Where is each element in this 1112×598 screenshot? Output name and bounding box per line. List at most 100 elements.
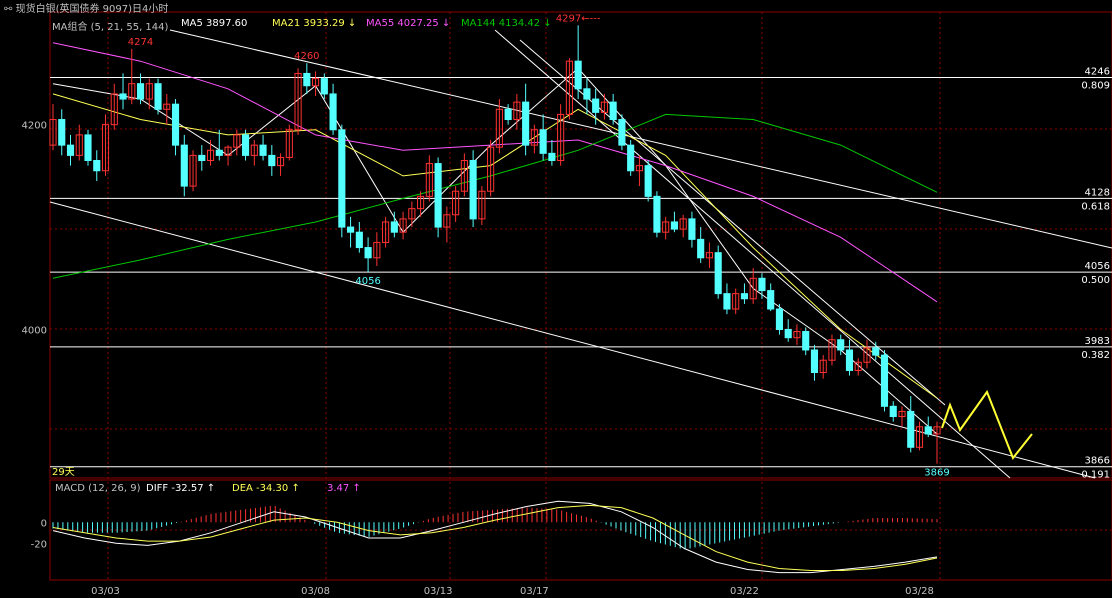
candle <box>320 73 328 100</box>
candle <box>697 227 705 263</box>
fib-ratio-label: 0.191 <box>1081 470 1110 481</box>
candle <box>206 140 215 166</box>
candle-body <box>539 129 547 154</box>
candle <box>732 288 740 315</box>
candle-body <box>723 293 731 310</box>
candle <box>224 145 232 166</box>
ma55-label: MA55 4027.25 ↓ <box>366 18 451 29</box>
candle-body <box>854 361 862 371</box>
candle <box>355 221 363 253</box>
candle-body <box>399 218 407 233</box>
candle-body <box>583 88 591 100</box>
candle <box>495 99 503 154</box>
candle <box>915 421 924 451</box>
candle-body <box>714 252 722 295</box>
candle-body <box>215 149 223 156</box>
candle-body <box>171 103 180 146</box>
candle <box>136 73 145 105</box>
candle-body <box>452 190 460 216</box>
candle-body <box>66 144 75 156</box>
candle-body <box>180 144 188 187</box>
candle <box>627 140 635 176</box>
candle-body <box>504 108 512 121</box>
candle <box>670 211 678 233</box>
candle-body <box>154 83 162 110</box>
macd-y-tick-label: 0 <box>41 518 47 529</box>
candle <box>565 58 573 120</box>
candle <box>399 211 407 240</box>
price-annotation: 4297←--- <box>556 13 601 24</box>
candle-body <box>434 163 442 228</box>
candle-body <box>592 98 600 113</box>
candle-body <box>924 426 932 435</box>
candle <box>390 211 398 238</box>
candle <box>215 129 223 161</box>
candle <box>810 344 819 381</box>
candle-body <box>863 347 871 363</box>
candle-body <box>880 354 889 407</box>
fib-ratio-label: 0.500 <box>1081 275 1110 286</box>
candle <box>688 211 696 248</box>
y-tick-labels: 4200 4000 <box>22 121 47 337</box>
candle-body <box>758 277 766 292</box>
candle-body <box>373 241 381 259</box>
candle <box>600 93 608 120</box>
candle-body <box>443 214 451 228</box>
candle <box>487 140 495 197</box>
fibonacci-levels: 4246 0.809 4128 0.618 4056 0.500 3983 0.382 3866… <box>50 67 1112 481</box>
candle-body <box>767 290 775 310</box>
candle-body <box>513 101 521 121</box>
candle-body <box>268 154 276 167</box>
candle <box>828 334 836 366</box>
candle-body <box>793 331 801 339</box>
x-tick-label: 03/03 <box>91 586 120 597</box>
candle-body <box>469 160 477 220</box>
candle-body <box>688 218 696 240</box>
ma-group-label: MA组合 (5, 21, 55, 144) <box>52 22 169 33</box>
candle-body <box>128 83 136 100</box>
fib-price-label: 4246 <box>1085 67 1110 78</box>
ma21-label: MA21 3933.29 ↓ <box>272 18 357 29</box>
candle <box>898 406 906 427</box>
candle-body <box>679 218 687 230</box>
candle-body <box>810 349 819 374</box>
candle <box>338 124 346 238</box>
candle-body <box>84 134 92 162</box>
candle <box>749 268 757 304</box>
candle-body <box>618 119 626 146</box>
candle <box>557 104 565 166</box>
candle <box>539 114 547 161</box>
candle-body <box>58 119 66 146</box>
candle <box>128 48 136 105</box>
candle <box>837 334 845 356</box>
candle-body <box>872 347 880 356</box>
candle-body <box>425 163 433 197</box>
candle <box>907 396 915 453</box>
candle <box>277 153 285 176</box>
candle <box>84 129 92 166</box>
candle <box>775 303 784 335</box>
candle-body <box>609 101 617 121</box>
candle <box>180 134 188 197</box>
candle-body <box>495 108 503 148</box>
candle-body <box>574 60 582 90</box>
trend-lines <box>49 29 1112 479</box>
candle <box>592 88 600 125</box>
ma-line-ma144 <box>52 113 938 279</box>
x-tick-labels: 03/03 03/08 03/13 03/17 03/22 03/28 <box>91 586 934 597</box>
macd-diff-label: DIFF -32.57 ↑ <box>146 483 216 494</box>
candle-body <box>233 134 241 148</box>
fib-price-label: 3983 <box>1085 336 1110 347</box>
candle <box>705 242 713 269</box>
fib-price-label: 4128 <box>1085 187 1110 198</box>
candle-body <box>119 93 127 100</box>
candle-body <box>565 60 573 115</box>
candle-body <box>329 93 337 131</box>
candle <box>635 155 643 187</box>
link-icon: ⚯ <box>4 4 13 15</box>
candle-body <box>635 165 643 172</box>
candle <box>241 129 250 161</box>
moving-averages <box>52 42 938 435</box>
candle <box>872 341 880 361</box>
